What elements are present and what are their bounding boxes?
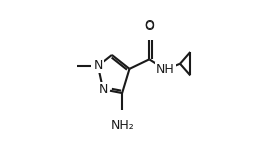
Text: N: N bbox=[93, 59, 103, 72]
Text: N: N bbox=[98, 83, 108, 96]
Text: NH₂: NH₂ bbox=[110, 119, 134, 132]
Text: O: O bbox=[144, 19, 154, 32]
Text: NH: NH bbox=[156, 63, 175, 76]
Text: O: O bbox=[144, 20, 154, 33]
